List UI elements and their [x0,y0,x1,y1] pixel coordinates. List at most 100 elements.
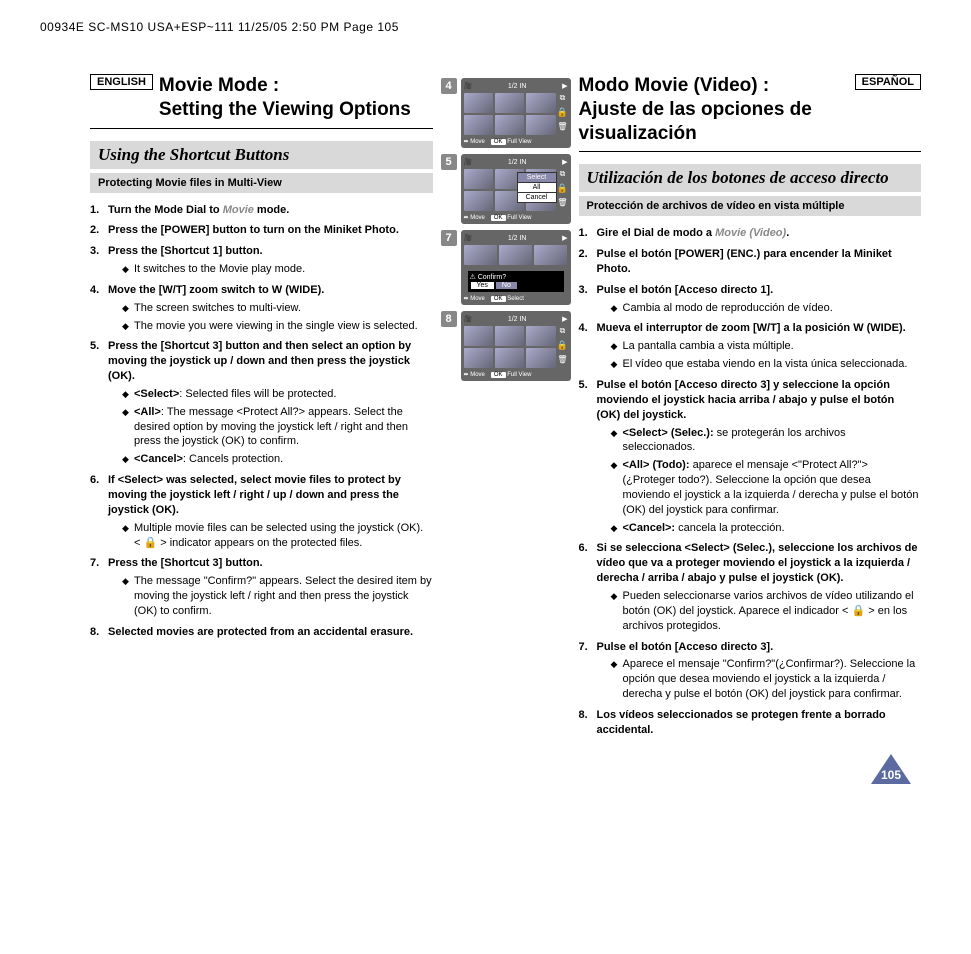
camera-icon: 🎥 [464,158,473,166]
thumbnail [464,93,493,113]
step-item: Los vídeos seleccionados se protegen fre… [579,708,922,738]
play-icon: ▶ [562,158,567,166]
thumbnail [526,115,555,135]
copy-icon: ⧉ [560,326,566,336]
section-heading-es: Utilización de los botones de acceso dir… [579,164,922,192]
camera-icon: 🎥 [464,315,473,323]
screen-number: 5 [441,154,457,170]
thumbnail [464,115,493,135]
sub-item: El vídeo que estaba viendo en la vista ú… [611,357,922,372]
step-item: Pulse el botón [Acceso directo 1].Cambia… [579,283,922,316]
thumbnail [526,93,555,113]
title-line2-es: Ajuste de las opciones de visualización [579,99,812,144]
sub-item: <Select> (Selec.): se protegerán los arc… [611,426,922,456]
sub-item: La pantalla cambia a vista múltiple. [611,339,922,354]
sub-item: <All>: The message <Protect All?> appear… [122,405,433,450]
lcd-mock: 🎥1/2 IN▶⧉🔒🗑SelectAllCancel⬌ MoveOK Full … [461,154,571,224]
step-item: Pulse el botón [Acceso directo 3].Aparec… [579,640,922,702]
thumbnail [495,115,524,135]
lcd-mock: 🎥1/2 IN▶⧉🔒🗑⬌ MoveOK Full View [461,78,571,148]
copy-icon: ⧉ [560,169,566,179]
spanish-column: Modo Movie (Video) : Ajuste de las opcio… [571,74,922,744]
thumbnail [495,326,524,346]
trash-icon: 🗑 [557,122,567,131]
sub-item: Multiple movie files can be selected usi… [122,521,433,551]
page-number: 105 [881,768,901,782]
screenshots-column: 4🎥1/2 IN▶⧉🔒🗑⬌ MoveOK Full View5🎥1/2 IN▶⧉… [441,74,571,744]
sub-item: The message "Confirm?" appears. Select t… [122,574,433,619]
play-icon: ▶ [562,82,567,90]
lock-icon: 🔒 [557,183,568,194]
sub-item: <Cancel>: Cancels protection. [122,452,433,467]
play-icon: ▶ [562,315,567,323]
screen-number: 7 [441,230,457,246]
thumbnail [526,326,555,346]
step-item: Gire el Dial de modo a Movie (Video). [579,226,922,241]
sub-item: The screen switches to multi-view. [122,301,433,316]
screen-5: 5🎥1/2 IN▶⧉🔒🗑SelectAllCancel⬌ MoveOK Full… [441,154,571,224]
subsection-heading: Protecting Movie files in Multi-View [90,173,433,193]
step-item: Pulse el botón [POWER] (ENC.) para encen… [579,247,922,277]
title-line2: Setting the Viewing Options [159,99,411,120]
thumbnail [464,348,493,368]
step-item: Turn the Mode Dial to Movie mode. [90,203,433,218]
camera-icon: 🎥 [464,82,473,90]
sub-item: It switches to the Movie play mode. [122,262,433,277]
lcd-mock: 🎥1/2 IN▶⚠ Confirm?YesNo⬌ MoveOK Select [461,230,571,305]
page-number-badge: 105 [871,754,911,784]
no-button: No [496,282,517,289]
thumbnail [464,191,493,211]
screen-7: 7🎥1/2 IN▶⚠ Confirm?YesNo⬌ MoveOK Select [441,230,571,305]
thumbnail [464,169,493,189]
trash-icon: 🗑 [557,355,567,364]
menu-cancel: Cancel [518,193,556,202]
step-item: Mueva el interruptor de zoom [W/T] a la … [579,321,922,372]
step-item: Press the [Shortcut 3] button.The messag… [90,556,433,618]
step-item: Si se selecciona <Select> (Selec.), sele… [579,541,922,633]
confirm-dialog: ⚠ Confirm?YesNo [468,271,564,292]
sub-item: <Select>: Selected files will be protect… [122,387,433,402]
title-line1-es: Modo Movie (Video) : [579,75,770,96]
trash-icon: 🗑 [557,198,567,207]
menu-all: All [518,183,556,192]
lang-tag-english: ENGLISH [90,74,153,90]
subsection-heading-es: Protección de archivos de vídeo en vista… [579,196,922,216]
sub-item: Aparece el mensaje "Confirm?"(¿Confirmar… [611,657,922,702]
play-icon: ▶ [562,234,567,242]
lang-tag-spanish: ESPAÑOL [855,74,921,90]
title-english: Movie Mode : Setting the Viewing Options [159,74,411,122]
steps-list-english: Turn the Mode Dial to Movie mode. Press t… [90,203,433,640]
screen-4: 4🎥1/2 IN▶⧉🔒🗑⬌ MoveOK Full View [441,78,571,148]
lock-icon: 🔒 [557,340,568,351]
step-item: Move the [W/T] zoom switch to W (WIDE).T… [90,283,433,334]
camera-icon: 🎥 [464,234,473,242]
thumbnail [464,326,493,346]
lock-icon: 🔒 [557,107,568,118]
yes-button: Yes [471,282,494,289]
menu-select: Select [518,173,556,182]
step-item: Press the [Shortcut 1] button.It switche… [90,244,433,277]
screen-8: 8🎥1/2 IN▶⧉🔒🗑⬌ MoveOK Full View [441,311,571,381]
copy-icon: ⧉ [560,93,566,103]
thumbnail [495,93,524,113]
section-heading: Using the Shortcut Buttons [90,141,433,169]
lcd-mock: 🎥1/2 IN▶⧉🔒🗑⬌ MoveOK Full View [461,311,571,381]
print-slug: 00934E SC-MS10 USA+ESP~111 11/25/05 2:50… [0,0,971,34]
screen-number: 8 [441,311,457,327]
divider [90,128,433,129]
sub-item: Pueden seleccionarse varios archivos de … [611,589,922,634]
thumbnail [495,348,524,368]
title-spanish: Modo Movie (Video) : Ajuste de las opcio… [579,74,849,145]
thumbnail [526,348,555,368]
english-column: ENGLISH Movie Mode : Setting the Viewing… [90,74,441,744]
popup-menu: SelectAllCancel [517,172,557,203]
step-item: Selected movies are protected from an ac… [90,625,433,640]
sub-item: Cambia al modo de reproducción de vídeo. [611,301,922,316]
steps-list-spanish: Gire el Dial de modo a Movie (Video). Pul… [579,226,922,737]
step-item: Pulse el botón [Acceso directo 3] y sele… [579,378,922,535]
step-item: If <Select> was selected, select movie f… [90,473,433,550]
title-line1: Movie Mode : [159,75,279,96]
screen-number: 4 [441,78,457,94]
sub-item: <Cancel>: cancela la protección. [611,521,922,536]
sub-item: The movie you were viewing in the single… [122,319,433,334]
